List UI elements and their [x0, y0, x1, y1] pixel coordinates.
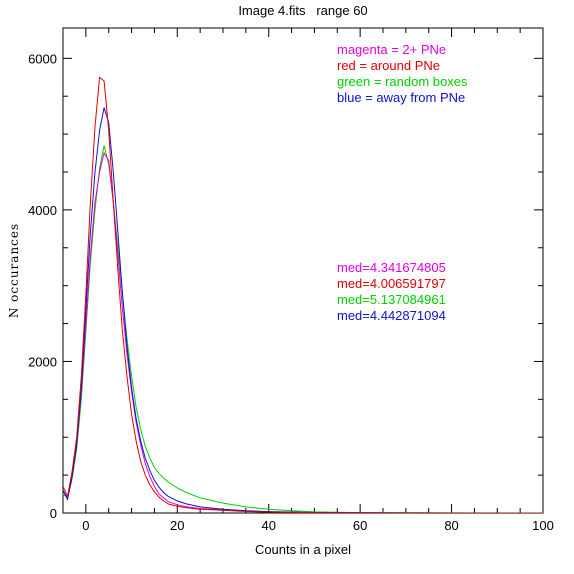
median-annotation: med=4.442871094 [337, 308, 446, 323]
legend-entry: blue = away from PNe [337, 90, 465, 105]
legend-entry: magenta = 2+ PNe [337, 42, 446, 57]
chart-title: Image 4.fits range 60 [238, 3, 367, 18]
x-tick-label: 20 [170, 518, 184, 533]
y-axis-label: N occurances [7, 223, 21, 318]
series-line-3 [63, 107, 543, 513]
median-annotation: med=4.006591797 [337, 276, 446, 291]
x-tick-label: 100 [532, 518, 554, 533]
legend-entry: red = around PNe [337, 58, 440, 73]
series-line-0 [63, 151, 543, 513]
legend-entry: green = random boxes [337, 74, 468, 89]
series-line-2 [63, 145, 543, 513]
y-tick-label: 2000 [28, 354, 57, 369]
plot-frame [62, 27, 544, 514]
y-tick-label: 4000 [28, 203, 57, 218]
x-tick-label: 60 [353, 518, 367, 533]
x-axis-label: Counts in a pixel [255, 542, 351, 557]
median-annotation: med=5.137084961 [337, 292, 446, 307]
y-tick-label: 6000 [28, 51, 57, 66]
median-annotation: med=4.341674805 [337, 260, 446, 275]
x-tick-label: 80 [444, 518, 458, 533]
x-tick-label: 0 [82, 518, 89, 533]
series-line-1 [63, 76, 543, 513]
y-tick-label: 0 [50, 506, 57, 521]
x-tick-label: 40 [261, 518, 275, 533]
